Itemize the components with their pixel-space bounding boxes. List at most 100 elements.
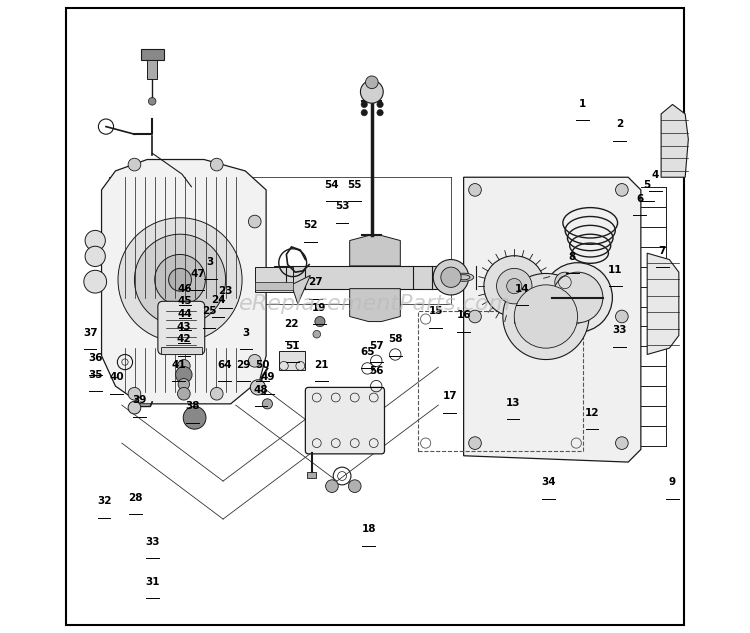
Text: 22: 22 [284, 319, 298, 329]
Circle shape [85, 230, 105, 251]
Text: 44: 44 [178, 309, 193, 319]
Circle shape [484, 256, 544, 316]
Text: 64: 64 [217, 360, 232, 370]
Text: 2: 2 [616, 119, 623, 129]
Bar [161, 347, 202, 354]
Circle shape [251, 380, 266, 395]
Circle shape [84, 270, 106, 293]
Circle shape [211, 387, 223, 400]
Text: 57: 57 [369, 341, 383, 351]
Text: 35: 35 [88, 370, 103, 380]
Circle shape [248, 354, 261, 367]
Text: 24: 24 [211, 295, 225, 305]
Circle shape [555, 272, 575, 292]
Text: 42: 42 [176, 334, 191, 344]
Circle shape [616, 310, 628, 323]
FancyBboxPatch shape [158, 301, 205, 354]
Circle shape [85, 246, 105, 266]
Ellipse shape [458, 275, 470, 280]
Text: 28: 28 [128, 492, 143, 503]
Circle shape [154, 254, 206, 305]
Bar [308, 472, 316, 478]
Bar [279, 351, 305, 370]
Text: 51: 51 [286, 341, 300, 351]
Text: 12: 12 [585, 408, 599, 418]
Text: 9: 9 [669, 477, 676, 487]
Bar [141, 49, 164, 60]
Circle shape [148, 97, 156, 105]
Text: 8: 8 [568, 252, 576, 262]
Circle shape [377, 110, 383, 116]
Bar [147, 60, 158, 79]
Text: 11: 11 [608, 265, 622, 275]
Text: 3: 3 [207, 257, 214, 267]
Polygon shape [101, 160, 266, 404]
Circle shape [178, 360, 190, 372]
Text: 15: 15 [428, 306, 443, 316]
Bar [255, 282, 292, 290]
Text: 18: 18 [362, 524, 376, 534]
Bar [527, 277, 565, 287]
Circle shape [349, 480, 361, 492]
Text: 54: 54 [325, 180, 339, 190]
Circle shape [514, 285, 578, 348]
Text: 46: 46 [178, 284, 193, 294]
Circle shape [469, 184, 482, 196]
Circle shape [315, 316, 325, 327]
Text: 1: 1 [579, 99, 586, 109]
Text: 49: 49 [260, 372, 274, 382]
Circle shape [616, 184, 628, 196]
Circle shape [377, 101, 383, 108]
Text: 29: 29 [236, 360, 250, 370]
Circle shape [503, 273, 589, 360]
Circle shape [262, 399, 272, 409]
Circle shape [176, 367, 192, 383]
Text: 25: 25 [202, 306, 217, 316]
Circle shape [183, 406, 206, 429]
Text: 45: 45 [178, 296, 193, 306]
Polygon shape [647, 253, 679, 354]
Circle shape [616, 437, 628, 449]
Circle shape [507, 279, 522, 294]
Circle shape [433, 260, 469, 295]
Circle shape [128, 387, 141, 400]
Polygon shape [350, 289, 400, 322]
Circle shape [169, 268, 191, 291]
Text: 34: 34 [542, 477, 556, 487]
Text: 37: 37 [82, 328, 98, 338]
Polygon shape [350, 235, 400, 266]
Text: 48: 48 [254, 385, 268, 395]
Circle shape [361, 80, 383, 103]
Circle shape [469, 437, 482, 449]
Text: 50: 50 [255, 360, 269, 370]
Text: 36: 36 [88, 353, 103, 363]
Circle shape [543, 263, 612, 332]
Text: 6: 6 [636, 194, 644, 204]
Text: 41: 41 [172, 360, 186, 370]
Text: 21: 21 [314, 360, 329, 370]
Text: 33: 33 [145, 537, 160, 547]
FancyBboxPatch shape [305, 387, 385, 454]
Text: 56: 56 [369, 366, 383, 376]
Circle shape [496, 268, 532, 304]
Text: 38: 38 [185, 401, 200, 411]
Text: 23: 23 [218, 286, 232, 296]
Text: 5: 5 [644, 180, 651, 190]
Polygon shape [464, 177, 640, 462]
Circle shape [365, 76, 378, 89]
Circle shape [361, 110, 368, 116]
Text: 33: 33 [612, 325, 626, 335]
Text: 39: 39 [132, 395, 147, 405]
Text: 47: 47 [190, 268, 206, 279]
Circle shape [361, 101, 368, 108]
Text: 43: 43 [176, 322, 191, 332]
Circle shape [552, 272, 603, 323]
Circle shape [128, 158, 141, 171]
Text: 7: 7 [658, 246, 666, 256]
Circle shape [313, 330, 320, 338]
Text: 4: 4 [652, 170, 659, 180]
Text: 13: 13 [506, 398, 520, 408]
Text: 31: 31 [145, 577, 160, 587]
Text: 58: 58 [388, 334, 403, 344]
Text: 40: 40 [110, 372, 124, 382]
